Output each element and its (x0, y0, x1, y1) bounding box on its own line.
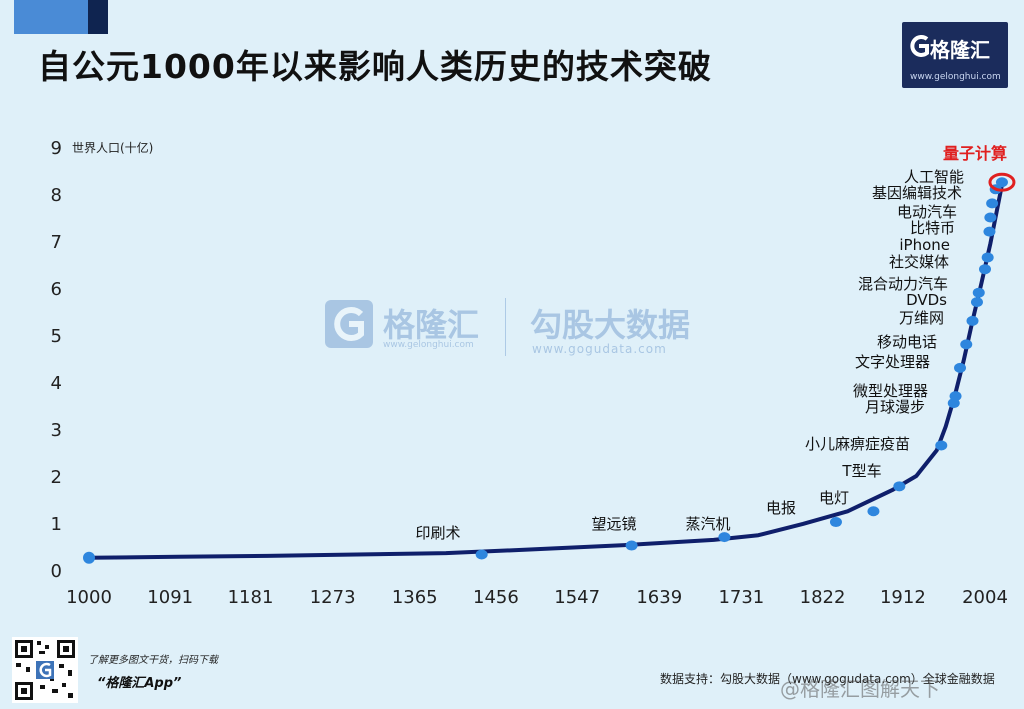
x-tick-label: 1091 (147, 587, 193, 608)
y-tick-label: 1 (51, 514, 62, 535)
footer-app-name[interactable]: “格隆汇App” (97, 676, 182, 691)
x-tick-label: 1000 (66, 587, 112, 608)
event-label: 混合动力汽车 (858, 275, 948, 293)
event-label: 电动汽车 (897, 203, 957, 221)
event-point (984, 212, 997, 223)
event-point (995, 177, 1008, 188)
event-label: 文字处理器 (855, 353, 930, 371)
qr-code-icon[interactable] (12, 637, 78, 703)
data-point (83, 551, 95, 564)
watermark-gogudata: 勾股大数据 www.gogudata.com (530, 300, 710, 356)
event-label: 移动电话 (877, 333, 937, 351)
event-label: 基因编辑技术 (872, 184, 962, 202)
brand-logo-url: www.gelonghui.com (910, 72, 1001, 82)
y-tick-label: 4 (51, 373, 62, 394)
x-tick-label: 1731 (718, 587, 764, 608)
event-point (935, 440, 948, 451)
y-tick-label: 3 (51, 420, 62, 441)
event-label: 小儿麻痹症疫苗 (805, 435, 910, 453)
y-tick-label: 6 (51, 279, 62, 300)
event-point (972, 287, 985, 298)
event-label: 人工智能 (904, 168, 964, 186)
event-point (718, 532, 731, 543)
y-tick-label: 9 (51, 138, 62, 159)
event-point (829, 517, 842, 528)
header-accent-bar-dark (88, 0, 108, 34)
event-label: iPhone (899, 236, 950, 254)
event-label: 比特币 (910, 219, 955, 237)
x-tick-label: 1639 (636, 587, 682, 608)
event-label: 万维网 (899, 309, 944, 327)
y-tick-label: 7 (51, 232, 62, 253)
watermark-divider (505, 298, 506, 356)
brand-logo[interactable]: 格隆汇 www.gelonghui.com (902, 22, 1008, 88)
event-label: 微型处理器 (853, 382, 928, 400)
event-point (986, 198, 999, 209)
watermark-brand2: 勾股大数据 (530, 306, 691, 344)
x-tick-label: 1912 (880, 587, 926, 608)
x-tick-label: 1456 (473, 587, 519, 608)
event-label: 电报 (766, 499, 796, 517)
x-tick-label: 1365 (392, 587, 438, 608)
watermark-brand1-url: www.gelonghui.com (383, 340, 474, 350)
footer-data-source: 数据支持：勾股大数据（www.gogudata.com）全球金融数据 (660, 672, 995, 686)
y-tick-label: 2 (51, 467, 62, 488)
event-point (893, 481, 906, 492)
x-tick-label: 1273 (310, 587, 356, 608)
x-tick-label: 1181 (228, 587, 274, 608)
event-point (979, 264, 991, 275)
event-point (983, 226, 996, 237)
population-line (87, 182, 1004, 560)
event-point (949, 391, 962, 402)
brand-logo-text: 格隆汇 (930, 38, 990, 62)
y-tick-label: 0 (51, 561, 62, 582)
watermark-g-icon (325, 300, 373, 348)
y-tick-label: 8 (51, 185, 62, 206)
event-point (960, 339, 973, 350)
event-label: 电灯 (819, 489, 849, 507)
brand-g-icon (910, 35, 929, 57)
watermark-brand1: 格隆汇 (383, 306, 480, 344)
x-tick-label: 1822 (800, 587, 846, 608)
watermark-gelonghui: 格隆汇 www.gelonghui.com (325, 300, 485, 352)
event-label: 月球漫步 (865, 398, 925, 416)
event-point (867, 506, 880, 517)
y-axis-label: 世界人口(十亿) (72, 140, 153, 155)
y-tick-label: 5 (51, 326, 62, 347)
event-point (475, 549, 488, 560)
event-point (966, 315, 979, 326)
event-point (970, 297, 983, 308)
population-chart: 0 1 2 3 4 5 6 7 8 9 世界人口(十亿) 1000 1091 1181 1273 1365 14… (51, 138, 1016, 608)
x-tick-label: 1547 (554, 587, 600, 608)
event-label: 望远镜 (591, 515, 636, 533)
event-point (625, 540, 638, 551)
event-label: 社交媒体 (889, 253, 949, 271)
footer-download-note: 了解更多图文干货，扫码下载 (88, 655, 218, 666)
weibo-watermark: @格隆汇图解天下 (780, 677, 940, 701)
event-label: 量子计算 (943, 144, 1007, 163)
event-label: 蒸汽机 (685, 515, 730, 533)
highlight-ring (988, 172, 1016, 192)
event-label: T型车 (841, 462, 881, 480)
page-title: 自公元1000年以来影响人类历史的技术突破 (38, 47, 712, 86)
watermark-brand2-url: www.gogudata.com (532, 342, 667, 356)
event-label: 印刷术 (415, 524, 460, 542)
event-point (954, 362, 967, 373)
x-tick-label: 2004 (962, 587, 1008, 608)
event-point (981, 252, 994, 263)
header-accent-bar (14, 0, 88, 34)
event-label: DVDs (906, 291, 947, 309)
